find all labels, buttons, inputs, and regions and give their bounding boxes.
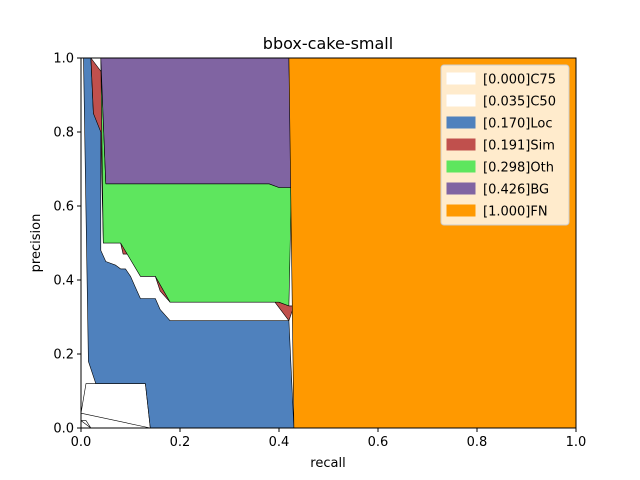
y-tick-label: 0.2: [53, 348, 74, 363]
plot-frame: [80, 57, 577, 429]
legend-swatch: [446, 182, 476, 195]
chart-title: bbox-cake-small: [263, 34, 393, 53]
y-tick-label: 0.8: [53, 126, 74, 141]
legend-label: [0.426]BG: [483, 183, 549, 198]
area-series-0: [80, 420, 92, 429]
legend-label: [0.298]Oth: [483, 161, 554, 176]
legend-swatch: [446, 72, 476, 85]
x-tick-label: 0.6: [368, 435, 389, 450]
x-axis: 0.0 0.2 0.4 0.6 0.8 1.0: [71, 428, 587, 450]
legend-swatch: [446, 138, 476, 151]
legend-label: [0.000]C75: [483, 73, 556, 88]
x-tick-label: 1.0: [566, 435, 587, 450]
x-axis-label: recall: [310, 456, 345, 471]
legend-swatch: [446, 160, 476, 173]
x-tick-label: 0.2: [170, 435, 191, 450]
legend-label: [0.170]Loc: [483, 117, 552, 132]
legend-swatch: [446, 116, 476, 129]
x-tick-label: 0.0: [71, 435, 92, 450]
legend-label: [0.035]C50: [483, 95, 556, 110]
legend-label: [1.000]FN: [483, 205, 548, 220]
y-tick-label: 0.0: [53, 422, 74, 437]
y-tick-label: 0.6: [53, 200, 74, 215]
area-series-5: [100, 57, 292, 188]
legend: [0.000]C75 [0.035]C50 [0.170]Loc [0.191]Sim…: [440, 64, 570, 226]
x-tick-label: 0.4: [269, 435, 290, 450]
legend-label: [0.191]Sim: [483, 139, 555, 154]
y-axis-label: precision: [29, 214, 44, 273]
legend-swatch: [446, 204, 476, 217]
y-tick-label: 0.4: [53, 274, 74, 289]
y-axis: 0.0 0.2 0.4 0.6 0.8 1.0: [53, 52, 81, 437]
legend-swatch: [446, 94, 476, 107]
x-tick-label: 0.8: [467, 435, 488, 450]
y-tick-label: 1.0: [53, 52, 74, 67]
